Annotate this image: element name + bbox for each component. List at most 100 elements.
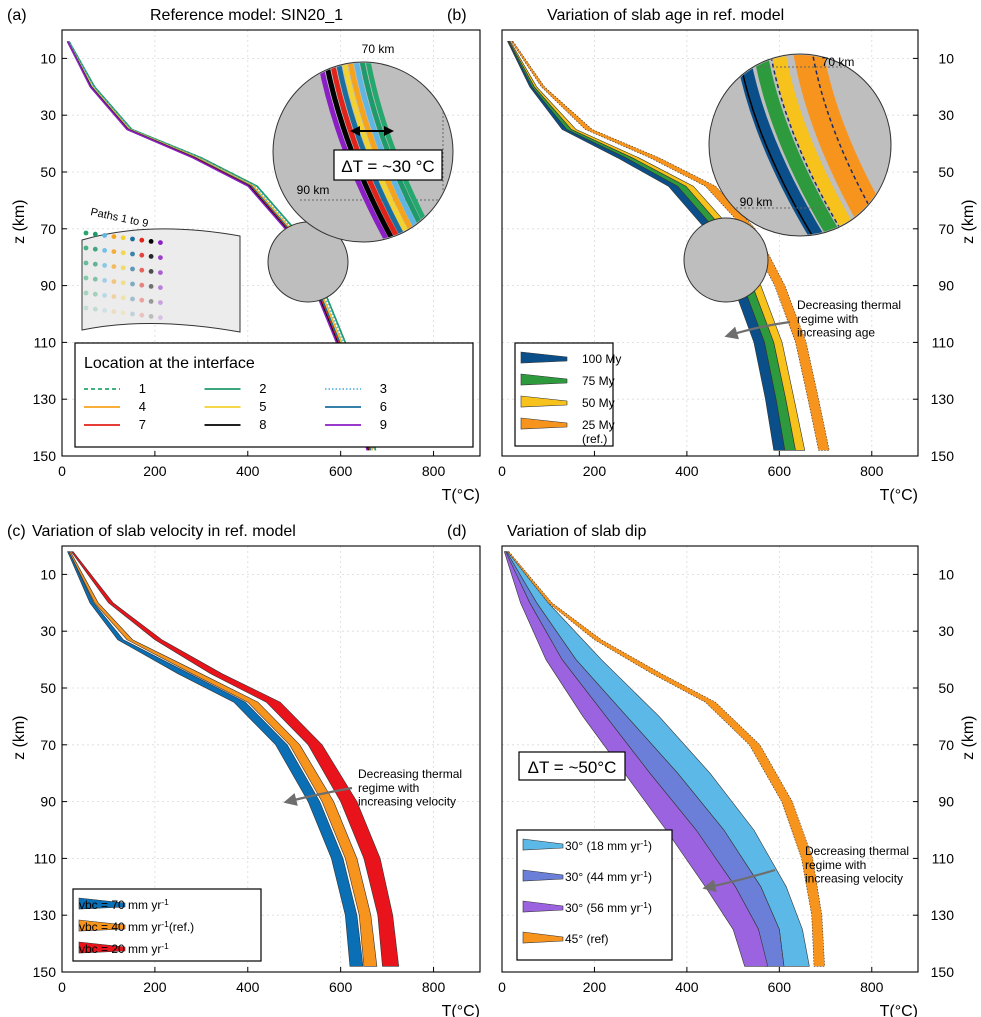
y-tick-label: 90 [40, 278, 56, 294]
axes-frame [61, 545, 481, 973]
panel-label: (b) [447, 7, 467, 24]
trend-text-line: regime with [797, 312, 858, 326]
trend-text-line: regime with [805, 858, 866, 872]
x-tick-label: 800 [860, 463, 884, 479]
y-tick-label: 90 [40, 794, 56, 810]
axes-frame [501, 29, 919, 457]
legend-entry: 9 [380, 417, 387, 432]
x-axis-label: T(°C) [442, 487, 480, 504]
x-tick-label: 400 [236, 979, 260, 995]
x-tick-label: 0 [498, 463, 506, 479]
inset-dot [130, 251, 135, 257]
y-tick-label: 150 [931, 964, 955, 980]
x-tick-label: 800 [422, 979, 446, 995]
legend-entry-base: 30° (18 mm yr [565, 839, 640, 853]
inset-dot [130, 236, 135, 242]
legend-entry: 30° (44 mm yr-1) [565, 869, 652, 884]
x-tick-label: 0 [58, 463, 66, 479]
legend-entry-base: vbc = 20 mm yr [79, 942, 161, 956]
legend-entry-sup: -1 [640, 869, 648, 879]
legend-entry-base: vbc = 70 mm yr [79, 898, 161, 912]
inset-dot [102, 263, 107, 268]
y-tick-label: 30 [938, 623, 954, 639]
inset-dot [130, 311, 135, 317]
panel-label: (a) [7, 7, 27, 24]
x-axis-label: T(°C) [880, 1003, 918, 1017]
legend-entry-base: 30° (56 mm yr [565, 901, 640, 915]
legend-entry-line: 25 My [582, 418, 615, 432]
y-tick-label: 90 [938, 794, 954, 810]
plot-area [503, 551, 825, 967]
legend-box [74, 342, 474, 448]
x-tick-label: 400 [675, 979, 699, 995]
chart-title: Variation of slab age in ref. model [547, 7, 784, 24]
legend-swatch [520, 395, 568, 408]
trend-text: Decreasing thermal regime with increasing … [797, 298, 901, 340]
inset-dot [148, 284, 154, 289]
inset-dot [148, 239, 154, 244]
zoom-edge [769, 55, 851, 235]
panel-b: 0 200 400 600 800 10 30 50 70 90 110 130 150 T(°C) z (… [447, 7, 977, 504]
y-axis-label: z (km) [11, 199, 28, 243]
y-tick-label: 130 [33, 391, 57, 407]
trend-text: Decreasing thermal regime with increasing … [358, 767, 462, 809]
y-tick-label: 10 [40, 566, 56, 582]
delta-t-label: ΔT = ~50°C [528, 758, 617, 777]
panel-d: 0 200 400 600 800 10 30 50 70 90 110 130 150 T(°C) z (… [447, 523, 977, 1017]
series-band-2 [503, 551, 769, 967]
inset-dot [83, 290, 89, 296]
plot-area [67, 551, 400, 967]
legend-swatch [520, 417, 568, 430]
inset-dot [130, 281, 135, 287]
x-tick-label: 0 [58, 979, 66, 995]
legend-entry: 6 [380, 399, 387, 414]
y-axis-label: z (km) [960, 199, 977, 243]
inset-dot [158, 285, 163, 290]
chart-title: Variation of slab velocity in ref. model [32, 523, 296, 540]
legend-swatch [522, 900, 564, 913]
trend-text-line: increasing velocity [805, 872, 903, 886]
legend-title: Location at the interface [84, 355, 255, 372]
y-tick-label: 150 [931, 448, 955, 464]
inset-dot [111, 234, 117, 240]
delta-t-box [333, 149, 443, 181]
chart-title: Reference model: SIN20_1 [150, 7, 343, 24]
trend-arrow [702, 868, 776, 893]
inset-dot [83, 260, 89, 266]
inset-dot [158, 240, 163, 246]
inset-dot [120, 250, 126, 256]
legend-entry: 50 My [582, 396, 615, 410]
x-tick-label: 0 [498, 979, 506, 995]
inset-dot [92, 276, 98, 282]
x-tick-label: 200 [143, 979, 167, 995]
x-tick-label: 400 [236, 463, 260, 479]
inset-dot [120, 310, 126, 316]
legend-entry-rest: (ref.) [169, 920, 194, 934]
legend-swatch [522, 838, 564, 851]
y-tick-label: 30 [40, 107, 56, 123]
inset-dot [158, 315, 163, 320]
trend-text: Decreasing thermal regime with increasing … [805, 844, 909, 886]
inset-dot [130, 296, 135, 302]
inset-dot [158, 270, 163, 275]
legend-entry: vbc = 70 mm yr-1 [79, 897, 169, 912]
legend-entry: 5 [259, 399, 266, 414]
inset-dot [92, 261, 98, 267]
legend-entry-base: 30° (44 mm yr [565, 870, 640, 884]
legend-entry: 30° (18 mm yr-1) [565, 838, 652, 853]
inset-dot [102, 293, 107, 298]
inset-dot [139, 267, 145, 273]
inset-dot [148, 299, 154, 304]
y-tick-label: 70 [938, 737, 954, 753]
legend-swatch [522, 931, 564, 944]
zoom-label-top: 70 km [362, 42, 395, 56]
x-tick-label: 800 [860, 979, 884, 995]
x-axis-label: T(°C) [442, 1003, 480, 1017]
legend-entry-rest: ) [648, 839, 652, 853]
zoom-band [753, 55, 846, 235]
y-tick-label: 50 [938, 164, 954, 180]
trend-text-line: Decreasing thermal [358, 767, 462, 781]
inset-dot [92, 291, 98, 297]
y-tick-label: 110 [932, 850, 955, 866]
plot-area [507, 41, 830, 451]
